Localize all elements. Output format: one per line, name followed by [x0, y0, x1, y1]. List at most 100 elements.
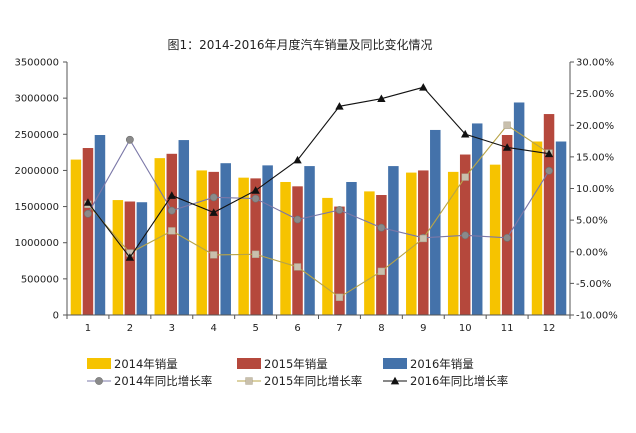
bar-2014年销量-3	[154, 158, 166, 315]
legend-swatch-2015年销量	[237, 358, 261, 369]
marker-2015年同比增长率-3	[168, 227, 176, 235]
marker-2014年同比增长率-7	[335, 206, 344, 214]
marker-2015年同比增长率-11	[503, 121, 511, 129]
bar-2014年销量-7	[322, 197, 333, 315]
line-2015年同比增长率	[87, 124, 550, 298]
legend-marker-2015年同比增长率	[245, 377, 253, 385]
bar-2014年销量-10	[447, 171, 459, 315]
left-tick-label: 2000000	[14, 166, 59, 177]
bar-2016年销量-10	[471, 123, 483, 315]
marker-2016年同比增长率-2	[125, 253, 135, 261]
bar-2015年销量-4	[208, 171, 219, 315]
bar-2014年销量-2	[112, 200, 124, 315]
x-tick-label: 6	[294, 323, 300, 334]
left-tick-label: 2500000	[14, 130, 59, 141]
axes: 0 500000 1000000 1500000 2000000 2500000 30000…	[14, 58, 617, 335]
marker-2014年同比增长率-1	[84, 209, 92, 218]
left-tick-label: 3500000	[14, 58, 59, 69]
right-tick-label: 0.00%	[576, 247, 608, 258]
x-tick-label: 2	[127, 323, 133, 334]
marker-2015年同比增长率-8	[377, 267, 386, 276]
marker-2015年同比增长率-7	[335, 293, 344, 301]
x-tick-label: 7	[336, 323, 342, 334]
bar-2014年销量-4	[196, 170, 207, 315]
marker-2016年同比增长率-3	[167, 191, 176, 199]
left-tick-label: 1000000	[14, 238, 59, 249]
marker-2014年同比增长率-11	[503, 233, 512, 242]
legend-label-2016年销量: 2016年销量	[410, 357, 474, 371]
bar-2016年销量-3	[178, 140, 190, 315]
right-tick-label: 5.00%	[576, 216, 608, 227]
bar-2014年销量-6	[280, 181, 291, 315]
x-tick-label: 5	[252, 323, 258, 334]
bar-2016年销量-7	[346, 181, 357, 315]
marker-2014年同比增长率-4	[209, 193, 218, 202]
marker-2014年同比增长率-8	[377, 223, 386, 232]
bar-2015年销量-11	[501, 135, 513, 315]
bar-2016年销量-1	[94, 135, 106, 315]
x-tick-label: 11	[501, 323, 514, 334]
marker-2016年同比增长率-5	[251, 186, 260, 194]
chart-title: 图1：2014-2016年月度汽车销量及同比变化情况	[167, 37, 432, 52]
marker-2015年同比增长率-6	[293, 263, 302, 271]
x-tick-label: 10	[459, 323, 472, 334]
marker-2016年同比增长率-7	[335, 102, 344, 110]
marker-2014年同比增长率-12	[545, 166, 553, 175]
bar-2016年销量-4	[220, 163, 231, 315]
bar-2015年销量-9	[418, 170, 429, 315]
legend-label-2014年销量: 2014年销量	[114, 357, 178, 371]
marker-2016年同比增长率-12	[544, 149, 554, 158]
bar-2014年销量-12	[531, 141, 543, 315]
marker-2016年同比增长率-9	[419, 83, 428, 91]
marker-2016年同比增长率-6	[293, 155, 302, 164]
x-tick-label: 3	[169, 323, 175, 334]
marker-2014年同比增长率-5	[251, 194, 260, 203]
line-2016年同比增长率	[87, 86, 550, 259]
right-tick-label: -5.00%	[576, 279, 611, 290]
marker-2016年同比增长率-11	[502, 143, 512, 151]
right-tick-label: 15.00%	[576, 152, 614, 163]
bar-2016年销量-2	[136, 202, 148, 315]
bar-2016年销量-6	[304, 166, 315, 315]
bar-2014年销量-5	[238, 177, 249, 315]
right-tick-label: 30.00%	[576, 58, 614, 69]
marker-2014年同比增长率-3	[167, 206, 176, 215]
bar-2014年销量-11	[489, 164, 501, 315]
line-2014年同比增长率	[87, 138, 550, 239]
legend-label-2014年同比增长率: 2014年同比增长率	[114, 374, 212, 388]
x-tick-label: 8	[378, 323, 384, 334]
marker-2016年同比增长率-4	[209, 208, 218, 216]
bar-2014年销量-8	[364, 191, 375, 315]
marker-2016年同比增长率-8	[377, 94, 386, 103]
legend-label-2015年同比增长率: 2015年同比增长率	[264, 374, 362, 388]
bar-2015年销量-12	[543, 114, 555, 315]
right-tick-label: 20.00%	[576, 121, 614, 132]
marker-2016年同比增长率-1	[83, 198, 93, 206]
x-tick-label: 12	[543, 323, 556, 334]
bar-2014年销量-9	[406, 172, 417, 315]
legend: 2014年销量 2015年销量 2016年销量 2014年同比增长率 2015年同比增长…	[87, 357, 508, 388]
marker-2014年同比增长率-6	[293, 215, 302, 224]
right-tick-label: -10.00%	[576, 311, 618, 322]
legend-marker-2014年同比增长率	[95, 377, 103, 385]
legend-marker-2016年同比增长率	[390, 376, 400, 385]
marker-2015年同比增长率-9	[419, 234, 427, 243]
right-tick-label: 10.00%	[576, 184, 614, 195]
bar-2015年销量-8	[376, 195, 387, 315]
marker-2016年同比增长率-10	[461, 129, 470, 138]
bar-2015年销量-7	[334, 206, 345, 315]
marker-2015年同比增长率-10	[461, 173, 469, 181]
bar-2016年销量-9	[430, 129, 441, 315]
marker-2015年同比增长率-5	[251, 250, 260, 258]
x-tick-label: 1	[85, 323, 91, 334]
bar-2016年销量-12	[555, 141, 567, 315]
plot-area	[70, 83, 567, 315]
right-tick-label: 25.00%	[576, 89, 614, 100]
x-tick-label: 9	[420, 323, 426, 334]
marker-2014年同比增长率-10	[461, 231, 470, 240]
bar-2016年销量-8	[388, 166, 399, 315]
legend-swatch-2016年销量	[383, 358, 407, 369]
marker-2015年同比增长率-4	[210, 251, 218, 259]
